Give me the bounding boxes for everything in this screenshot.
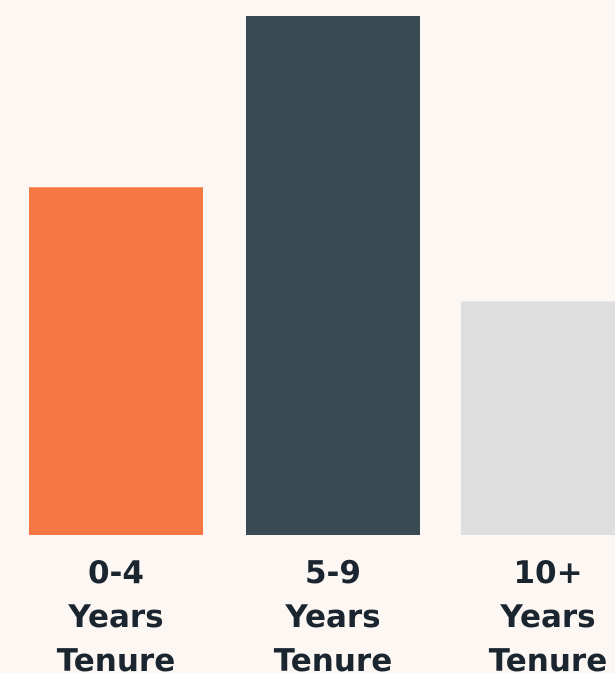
category-label-2-line-2: Tenure (489, 643, 608, 673)
bar-2 (461, 301, 615, 535)
category-label-0: 0-4 Years Tenure (57, 555, 176, 673)
category-label-0-line-1: Years (67, 599, 163, 635)
category-labels-group: 0-4 Years Tenure 5-9 Years Tenure 10+ Years Tenu… (57, 555, 608, 673)
bar-1 (246, 16, 420, 535)
category-label-0-line-2: Tenure (57, 643, 176, 673)
category-label-0-line-0: 0-4 (88, 555, 144, 591)
category-label-2-line-0: 10+ (513, 555, 582, 591)
bar-0 (29, 187, 203, 535)
category-label-1-line-0: 5-9 (305, 555, 361, 591)
category-label-1-line-2: Tenure (274, 643, 393, 673)
category-label-2: 10+ Years Tenure (489, 555, 608, 673)
category-label-1-line-1: Years (284, 599, 380, 635)
bars-group (29, 16, 615, 535)
category-label-1: 5-9 Years Tenure (274, 555, 393, 673)
category-label-2-line-1: Years (499, 599, 595, 635)
